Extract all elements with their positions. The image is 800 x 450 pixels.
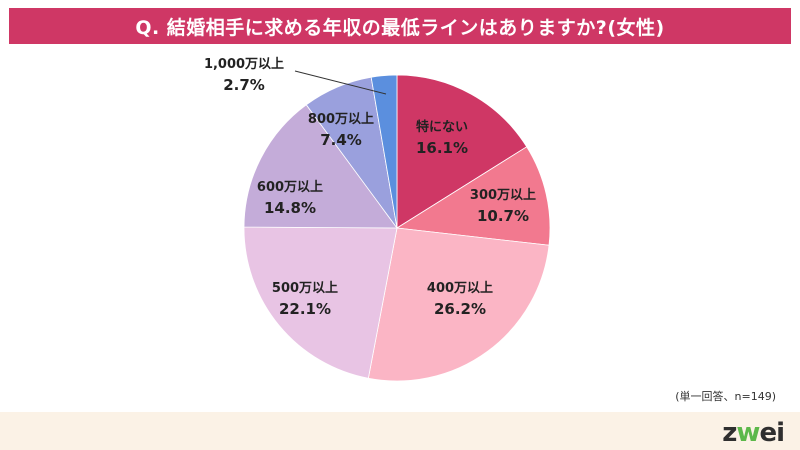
slice-percent-label: 14.8%	[264, 199, 316, 217]
slice-percent-label: 2.7%	[223, 76, 265, 94]
slice-category-label: 1,000万以上	[204, 57, 284, 72]
slice-percent-label: 16.1%	[416, 139, 468, 157]
pie-slice	[370, 74, 398, 229]
slice-percent-label: 10.7%	[477, 207, 529, 225]
sample-size-note: (単一回答、n=149)	[675, 390, 776, 403]
slice-category-label: 300万以上	[470, 188, 536, 203]
slice-category-label: 600万以上	[257, 180, 323, 195]
pie-slice	[243, 104, 398, 229]
slice-category-label: 400万以上	[427, 281, 493, 296]
slice-category-label: 800万以上	[308, 112, 374, 127]
slice-percent-label: 26.2%	[434, 300, 486, 318]
pie-slice	[243, 226, 398, 379]
pie-slice	[395, 146, 551, 246]
leader-line	[294, 70, 387, 95]
slice-category-label: 特にない	[416, 119, 468, 135]
zwei-logo: zwei	[722, 418, 785, 448]
slice-percent-label: 7.4%	[320, 131, 362, 149]
pie-slice	[367, 227, 550, 382]
slice-category-label: 500万以上	[272, 281, 338, 296]
slice-percent-label: 22.1%	[279, 300, 331, 318]
pie-slice	[396, 74, 528, 229]
chart-title: Q. 結婚相手に求める年収の最低ラインはありますか?(女性)	[9, 8, 791, 44]
footer-band: zwei	[0, 412, 800, 450]
